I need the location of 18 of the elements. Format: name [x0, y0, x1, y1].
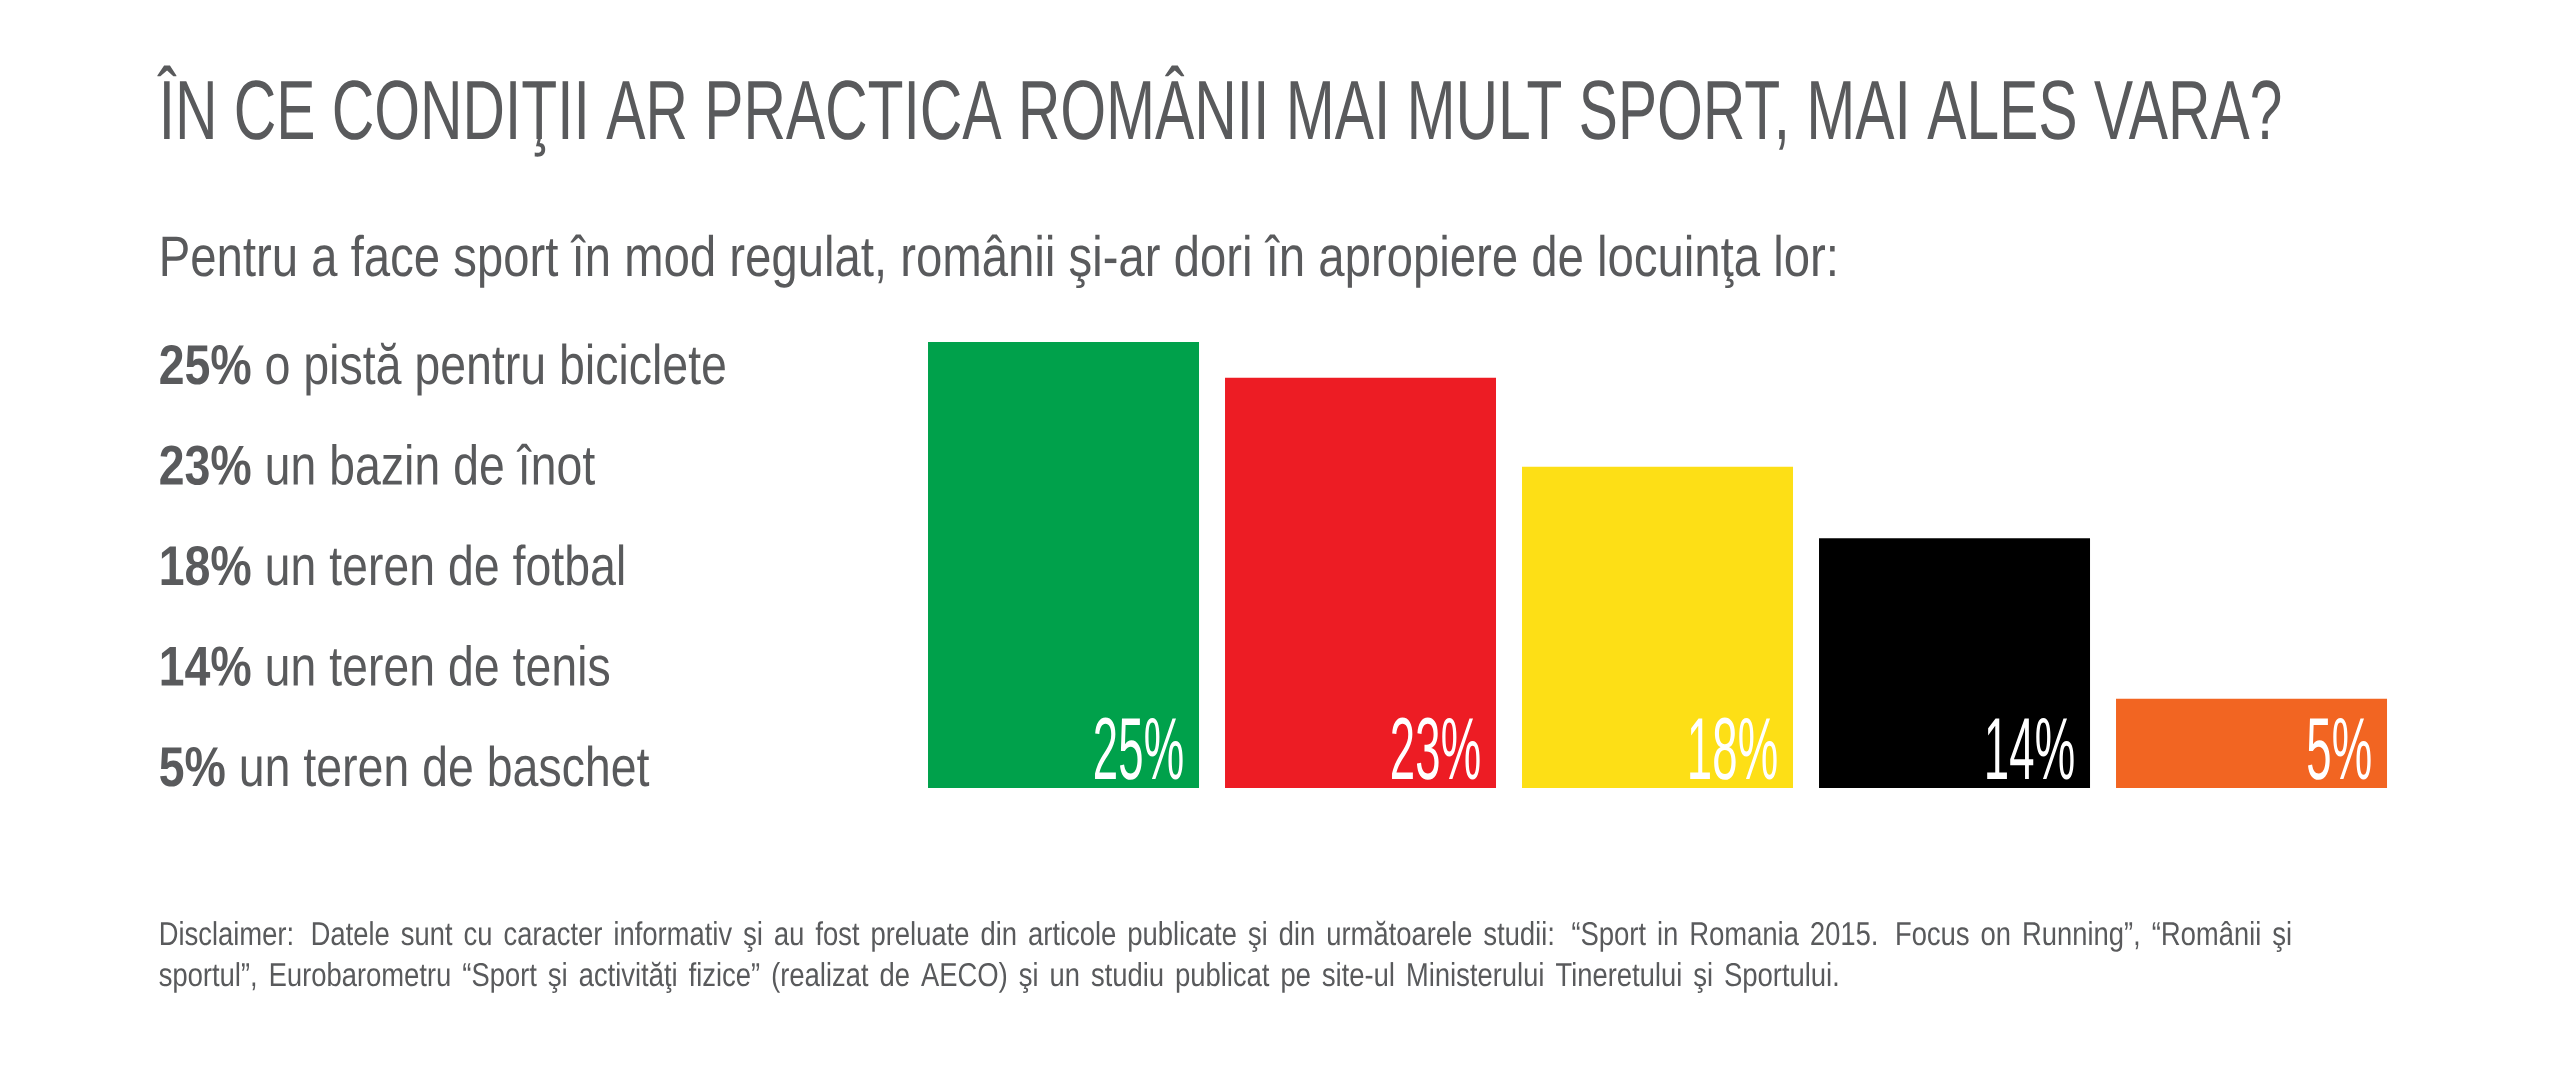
bar	[2116, 698, 2388, 788]
text: 5% un teren de baschet	[160, 745, 650, 787]
text: 18% un teren de fotbal	[161, 544, 624, 586]
data-label: 25%	[1095, 717, 1183, 780]
text: 14% un teren de tenis	[161, 644, 610, 687]
data-label: 14%	[1987, 717, 2074, 780]
data-label: 18%	[1690, 717, 1777, 780]
data-label: 5%	[2308, 717, 2371, 780]
data-label: 23%	[1392, 717, 1480, 780]
bar	[928, 341, 1200, 788]
chart-subtitle: Pentru a face sport în mod regulat, românii şi-ar dori în apropiere de locuinţa lor:	[162, 234, 1835, 289]
chart-title: ÎN CE CONDIŢII AR PRACTICA ROMÂNII MAI MULT SPORT, MAI ALES VARA?	[157, 65, 2281, 157]
bar	[1225, 377, 1497, 788]
text: Disclaimer: Datele sunt cu caracter informativ şi au fost preluate din articole publicate şi din următoarele studii: “Sport in Romania 2015. Focus on Running”, “Românii şi sportul”, Eurobarometru “Sport şi activităţi fizice” (realizat de AECO) şi un studiu publicat pe site-ul Ministerului Tineretului şi Sportului.	[159, 920, 2291, 993]
bar	[1819, 538, 2091, 788]
text: 25% o pistă pentru biciclete	[160, 342, 725, 396]
text: 23% un bazin de înot	[160, 443, 595, 486]
bar	[1522, 466, 1794, 788]
